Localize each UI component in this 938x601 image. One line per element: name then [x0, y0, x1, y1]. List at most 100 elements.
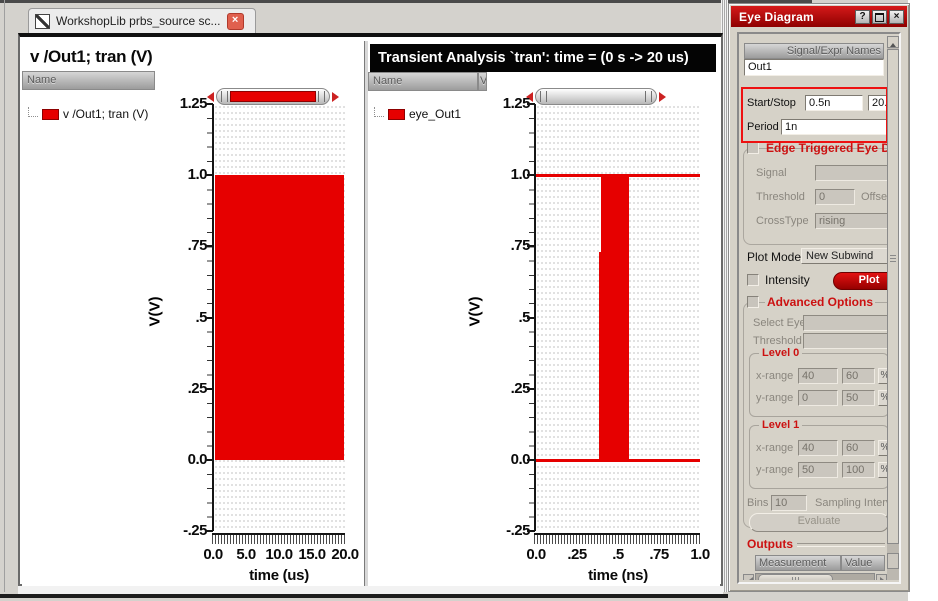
close-icon[interactable]: ×: [889, 9, 904, 24]
pan-slider-track[interactable]: [216, 88, 330, 105]
y-tick-label: 0.0: [187, 451, 208, 468]
bins-input[interactable]: 10: [771, 495, 807, 511]
plot-button[interactable]: Plot: [833, 272, 887, 290]
dialog-form-content: Signal/Expr Names Out1 Start/Stop 0.5n 2…: [741, 36, 887, 580]
slider-range-fill[interactable]: [230, 91, 316, 102]
outputs-horizontal-scrollbar[interactable]: [743, 573, 887, 580]
advanced-options-label: Advanced Options: [765, 295, 876, 309]
select-eye-input[interactable]: [803, 315, 887, 331]
plot-area-eye[interactable]: [536, 104, 700, 531]
evaluate-button[interactable]: Evaluate: [749, 513, 887, 532]
y-major-tick: [205, 388, 213, 390]
dialog-titlebar[interactable]: Eye Diagram ? ×: [731, 6, 907, 27]
y-axis-title: V(V): [466, 296, 484, 327]
edge-triggered-label: Edge Triggered Eye D: [766, 141, 887, 155]
level0-group: Level 0 x-range 40 60 % y-range 0 50 %: [749, 347, 887, 417]
level1-y1-input[interactable]: 50: [798, 462, 838, 478]
slider-range-fill[interactable]: [549, 91, 643, 102]
level1-x2-input[interactable]: 60: [842, 440, 875, 456]
tab-close-icon[interactable]: ×: [226, 12, 244, 30]
level1-title: Level 1: [759, 419, 803, 431]
tree-elbow-icon: [374, 107, 384, 117]
y-tick-label: 1.0: [187, 166, 208, 183]
value-column-header[interactable]: Value: [841, 555, 885, 571]
level0-x1-input[interactable]: 40: [798, 368, 838, 384]
slider-grip-left[interactable]: [221, 91, 228, 102]
y-axis-title: V(V): [146, 296, 164, 327]
adv-threshold-label: Threshold: [753, 335, 802, 347]
help-icon[interactable]: ?: [855, 9, 870, 24]
adv-threshold-input[interactable]: [803, 333, 887, 349]
thumb-grip: [890, 258, 896, 259]
background-scrollbar: [721, 0, 728, 592]
level1-x1-input[interactable]: 40: [798, 440, 838, 456]
dialog-vertical-scrollbar[interactable]: [887, 36, 899, 580]
horizontal-scroll-thumb[interactable]: [758, 574, 834, 580]
stop-input[interactable]: 20.: [868, 95, 887, 111]
tab-workshoplib[interactable]: WorkshopLib prbs_source sc... ×: [28, 8, 256, 33]
prbs-filled-trace: [215, 175, 344, 460]
crosstype-label: CrossType: [756, 215, 809, 227]
y-tick-label: .25: [510, 380, 531, 397]
dialog-form-panel: Signal/Expr Names Out1 Start/Stop 0.5n 2…: [737, 32, 901, 584]
name-column-header[interactable]: Name: [368, 72, 478, 91]
slider-grip-right[interactable]: [645, 91, 652, 102]
horizontal-scroll-track[interactable]: [755, 573, 875, 580]
x-tick-label: 15.0: [298, 546, 326, 563]
pan-left-arrow-icon[interactable]: [521, 91, 533, 102]
measurement-column-header[interactable]: Measurement: [755, 555, 841, 571]
start-input[interactable]: 0.5n: [805, 95, 863, 111]
percent-label: %: [878, 368, 887, 384]
legend-item-eye-out1[interactable]: eye_Out1: [374, 107, 461, 121]
value-column-header[interactable]: V: [478, 72, 487, 91]
scroll-left-arrow-icon[interactable]: [743, 574, 754, 580]
intensity-checkbox[interactable]: [747, 274, 759, 286]
y-axis: [534, 104, 537, 531]
threshold-input[interactable]: 0: [815, 189, 855, 205]
pan-left-arrow-icon[interactable]: [202, 91, 214, 102]
period-input[interactable]: 1n: [781, 119, 887, 135]
background-window-top-edge: [0, 0, 812, 3]
level0-y1-input[interactable]: 0: [798, 390, 838, 406]
slider-grip-right[interactable]: [318, 91, 325, 102]
x-pan-slider[interactable]: [521, 87, 671, 106]
percent-label: %: [878, 440, 887, 456]
panel-title: v /Out1; tran (V): [30, 47, 153, 66]
eye-diagram-dialog: Eye Diagram ? × Signal/Expr Names Out1: [728, 3, 910, 592]
panel-transient: v /Out1; tran (V) Name v /Out1; tran (V)…: [22, 41, 364, 586]
table-scrollbar-button[interactable]: [887, 553, 899, 569]
y-tick-label: .5: [518, 309, 530, 326]
tree-elbow-icon: [28, 107, 38, 117]
scroll-up-arrow-icon[interactable]: [887, 36, 899, 48]
restore-icon[interactable]: [872, 9, 887, 24]
x-axis-ticks: [534, 533, 700, 544]
level1-y2-input[interactable]: 100: [842, 462, 875, 478]
y-major-tick: [527, 530, 535, 532]
plot-mode-select[interactable]: New Subwind: [801, 248, 887, 264]
pan-right-arrow-icon[interactable]: [659, 91, 671, 102]
slider-grip-left[interactable]: [540, 91, 547, 102]
signal-expr-header[interactable]: Signal/Expr Names: [744, 43, 884, 59]
x-axis-title: time (ns): [588, 567, 648, 584]
y-major-tick: [527, 103, 535, 105]
scroll-right-arrow-icon[interactable]: [876, 574, 887, 580]
vertical-scroll-thumb[interactable]: [887, 49, 899, 544]
plot-area-transient[interactable]: [214, 104, 345, 531]
panel-divider[interactable]: [364, 41, 369, 586]
signal-input[interactable]: [815, 165, 887, 181]
thumb-grip: [791, 577, 800, 580]
restore-glyph: [875, 12, 884, 22]
legend-item-out1[interactable]: v /Out1; tran (V): [28, 107, 148, 121]
level0-y2-input[interactable]: 50: [842, 390, 875, 406]
y-major-tick: [205, 530, 213, 532]
pan-right-arrow-icon[interactable]: [332, 91, 344, 102]
advanced-options-checkbox[interactable]: [747, 296, 759, 308]
level0-x2-input[interactable]: 60: [842, 368, 875, 384]
pan-slider-track[interactable]: [535, 88, 657, 105]
crosstype-select[interactable]: rising: [815, 213, 887, 229]
graph-window: v /Out1; tran (V) Name v /Out1; tran (V)…: [18, 33, 723, 586]
edge-triggered-checkbox[interactable]: [747, 142, 759, 154]
subwindow-title: Transient Analysis `tran': time = (0 s -…: [370, 44, 716, 72]
signal-name-list-item[interactable]: Out1: [744, 59, 884, 76]
name-column-header[interactable]: Name: [22, 71, 155, 90]
